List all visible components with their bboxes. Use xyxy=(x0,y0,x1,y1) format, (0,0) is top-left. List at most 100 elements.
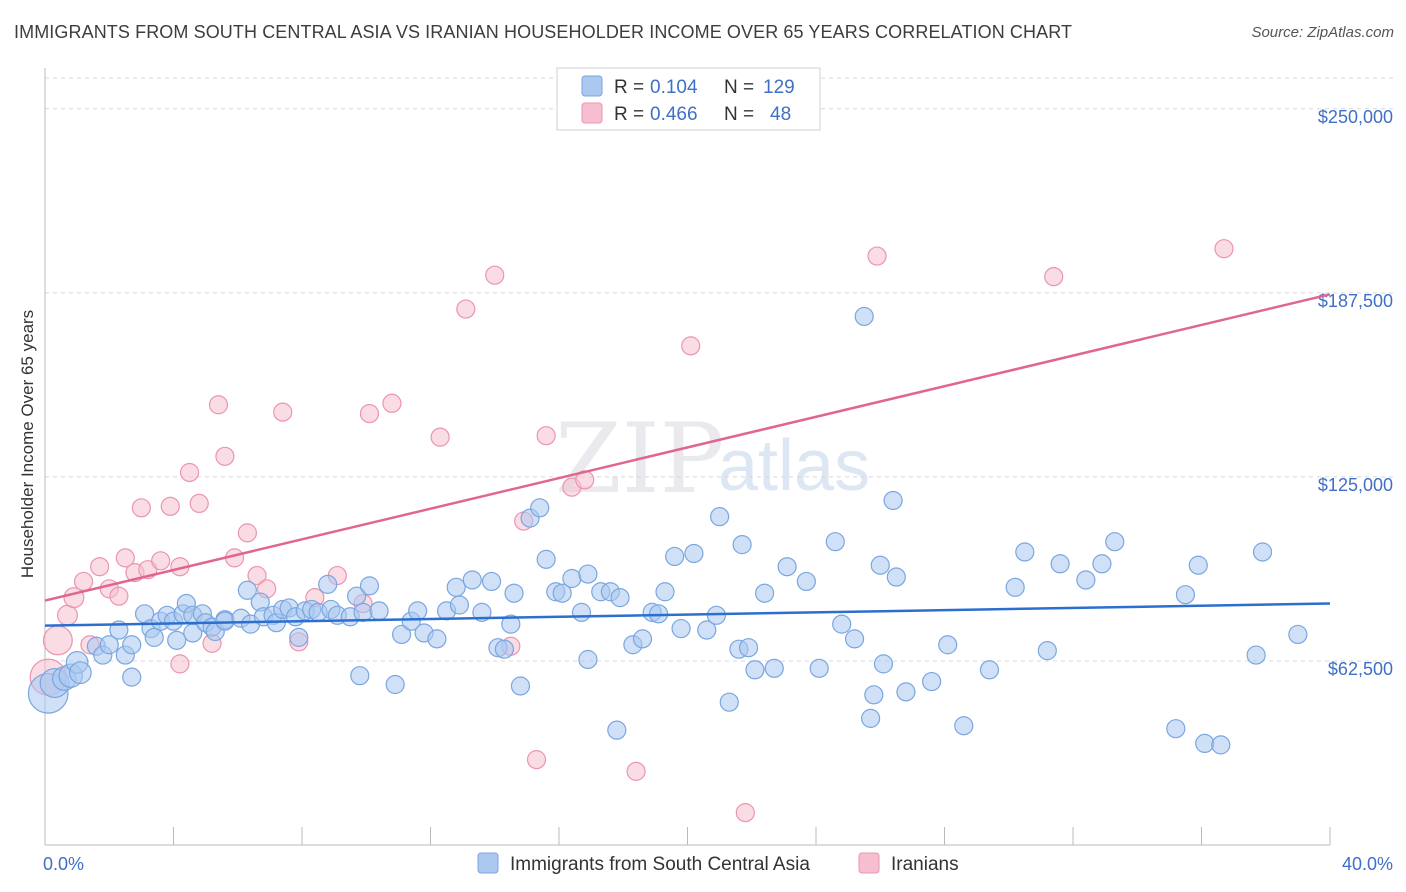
iranians-point-35 xyxy=(485,265,505,285)
immigrants-point-113 xyxy=(922,671,942,692)
immigrants-point-55 xyxy=(408,601,428,621)
immigrants-point-65 xyxy=(494,639,514,659)
iranians-point-1 xyxy=(42,625,73,656)
iranians-point-46 xyxy=(1044,267,1064,287)
immigrants-point-97 xyxy=(754,583,775,603)
immigrants-point-123 xyxy=(1175,585,1196,605)
iranians-point-39 xyxy=(536,426,556,446)
iranians-point-45 xyxy=(867,246,887,266)
immigrants-point-30 xyxy=(237,580,257,600)
immigrants-point-15 xyxy=(144,627,164,647)
watermark: ZIP atlas xyxy=(555,403,870,515)
immigrants-point-108 xyxy=(873,654,894,674)
immigrants-point-51 xyxy=(350,666,370,686)
immigrants-point-73 xyxy=(552,583,572,603)
immigrants-point-117 xyxy=(1005,577,1025,597)
iranians-point-44 xyxy=(735,803,755,823)
bottom-legend-label-immigrants: Immigrants from South Central Asia xyxy=(510,854,810,875)
immigrants-point-52 xyxy=(385,674,405,695)
y-tick-labels: $62,500 $125,000 $187,500 $250,000 xyxy=(1318,107,1393,679)
immigrants-point-82 xyxy=(632,629,653,649)
immigrants-point-126 xyxy=(1211,735,1231,755)
iranians-point-2 xyxy=(56,604,78,626)
immigrants-point-20 xyxy=(167,630,187,650)
iranians-point-6 xyxy=(90,557,110,577)
iranians-point-18 xyxy=(170,654,190,674)
immigrants-point-68 xyxy=(510,676,531,696)
immigrants-point-60 xyxy=(449,595,470,615)
y-axis-title: Householder Income Over 65 years xyxy=(18,310,37,578)
iranians-point-14 xyxy=(160,496,180,516)
iranians-point-20 xyxy=(208,395,229,415)
immigrants-point-85 xyxy=(655,582,675,602)
top-legend: R = 0.104 N = 129 R = 0.466 N = 48 xyxy=(556,67,821,131)
y-tick-label-1: $125,000 xyxy=(1318,475,1393,495)
iranians-point-24 xyxy=(247,565,267,586)
source-label: Source: ZipAtlas.com xyxy=(1251,24,1394,41)
immigrants-point-102 xyxy=(825,532,845,552)
immigrants-point-79 xyxy=(610,588,630,608)
iranians-point-38 xyxy=(526,750,547,770)
iranians-point-32 xyxy=(382,393,402,413)
immigrants-point-96 xyxy=(745,660,765,680)
immigrants-point-121 xyxy=(1105,532,1125,552)
watermark-atlas: atlas xyxy=(718,426,870,506)
immigrants-point-99 xyxy=(777,557,797,577)
immigrants-point-127 xyxy=(1246,645,1266,665)
immigrants-point-88 xyxy=(684,543,704,564)
immigrants-point-61 xyxy=(462,570,482,590)
axes xyxy=(44,68,1331,846)
immigrants-point-76 xyxy=(578,564,598,584)
legend-n-label-2: N = xyxy=(724,104,754,125)
bottom-legend-swatch-pink xyxy=(858,852,880,874)
iranians-point-23 xyxy=(237,523,257,543)
immigrants-point-114 xyxy=(938,635,958,655)
iranians-point-21 xyxy=(215,446,235,466)
immigrants-point-53 xyxy=(391,624,412,645)
legend-swatch-pink xyxy=(581,102,603,124)
immigrants-point-71 xyxy=(536,549,556,569)
immigrants-point-92 xyxy=(719,692,739,712)
immigrants-point-87 xyxy=(671,618,691,639)
legend-n-label-1: N = xyxy=(724,77,754,98)
immigrants-point-89 xyxy=(697,620,717,640)
immigrants-point-91 xyxy=(710,507,730,527)
legend-swatch-blue xyxy=(581,75,603,97)
series-immigrants xyxy=(27,306,1308,755)
iranians-point-34 xyxy=(456,299,476,319)
immigrants-point-100 xyxy=(796,571,816,592)
iranians-point-3 xyxy=(63,587,85,609)
immigrants-point-103 xyxy=(832,614,852,634)
immigrants-point-109 xyxy=(883,490,903,511)
immigrants-point-107 xyxy=(861,708,881,728)
immigrants-point-95 xyxy=(732,535,752,555)
trend-line-iranians xyxy=(44,293,1331,602)
immigrants-point-112 xyxy=(896,682,916,702)
legend-r-value-1: 0.104 xyxy=(650,77,698,98)
legend-r-label-1: R = xyxy=(614,77,644,98)
bottom-legend-label-iranians: Iranians xyxy=(891,854,959,875)
immigrants-point-129 xyxy=(1288,624,1308,645)
y-tick-label-2: $187,500 xyxy=(1318,291,1393,311)
immigrants-point-86 xyxy=(665,546,685,567)
iranians-point-9 xyxy=(115,548,135,568)
x-tick-label-0: 0.0% xyxy=(43,854,84,874)
immigrants-point-105 xyxy=(864,685,884,705)
chart-title: IMMIGRANTS FROM SOUTH CENTRAL ASIA VS IR… xyxy=(14,22,1073,42)
immigrants-point-63 xyxy=(481,571,502,592)
immigrants-point-128 xyxy=(1252,542,1273,562)
y-tick-label-3: $250,000 xyxy=(1318,107,1393,127)
immigrants-point-57 xyxy=(427,629,447,649)
bottom-legend-swatch-blue xyxy=(477,852,499,874)
iranians-point-13 xyxy=(151,551,171,571)
series-iranians xyxy=(29,239,1234,823)
immigrants-point-8 xyxy=(99,635,119,655)
iranians-point-26 xyxy=(273,402,293,422)
immigrants-point-12 xyxy=(122,635,142,655)
immigrants-point-101 xyxy=(809,658,829,678)
immigrants-point-133 xyxy=(578,649,598,670)
iranians-point-8 xyxy=(109,586,129,606)
immigrants-point-70 xyxy=(530,498,550,518)
iranians-point-17 xyxy=(189,493,209,514)
